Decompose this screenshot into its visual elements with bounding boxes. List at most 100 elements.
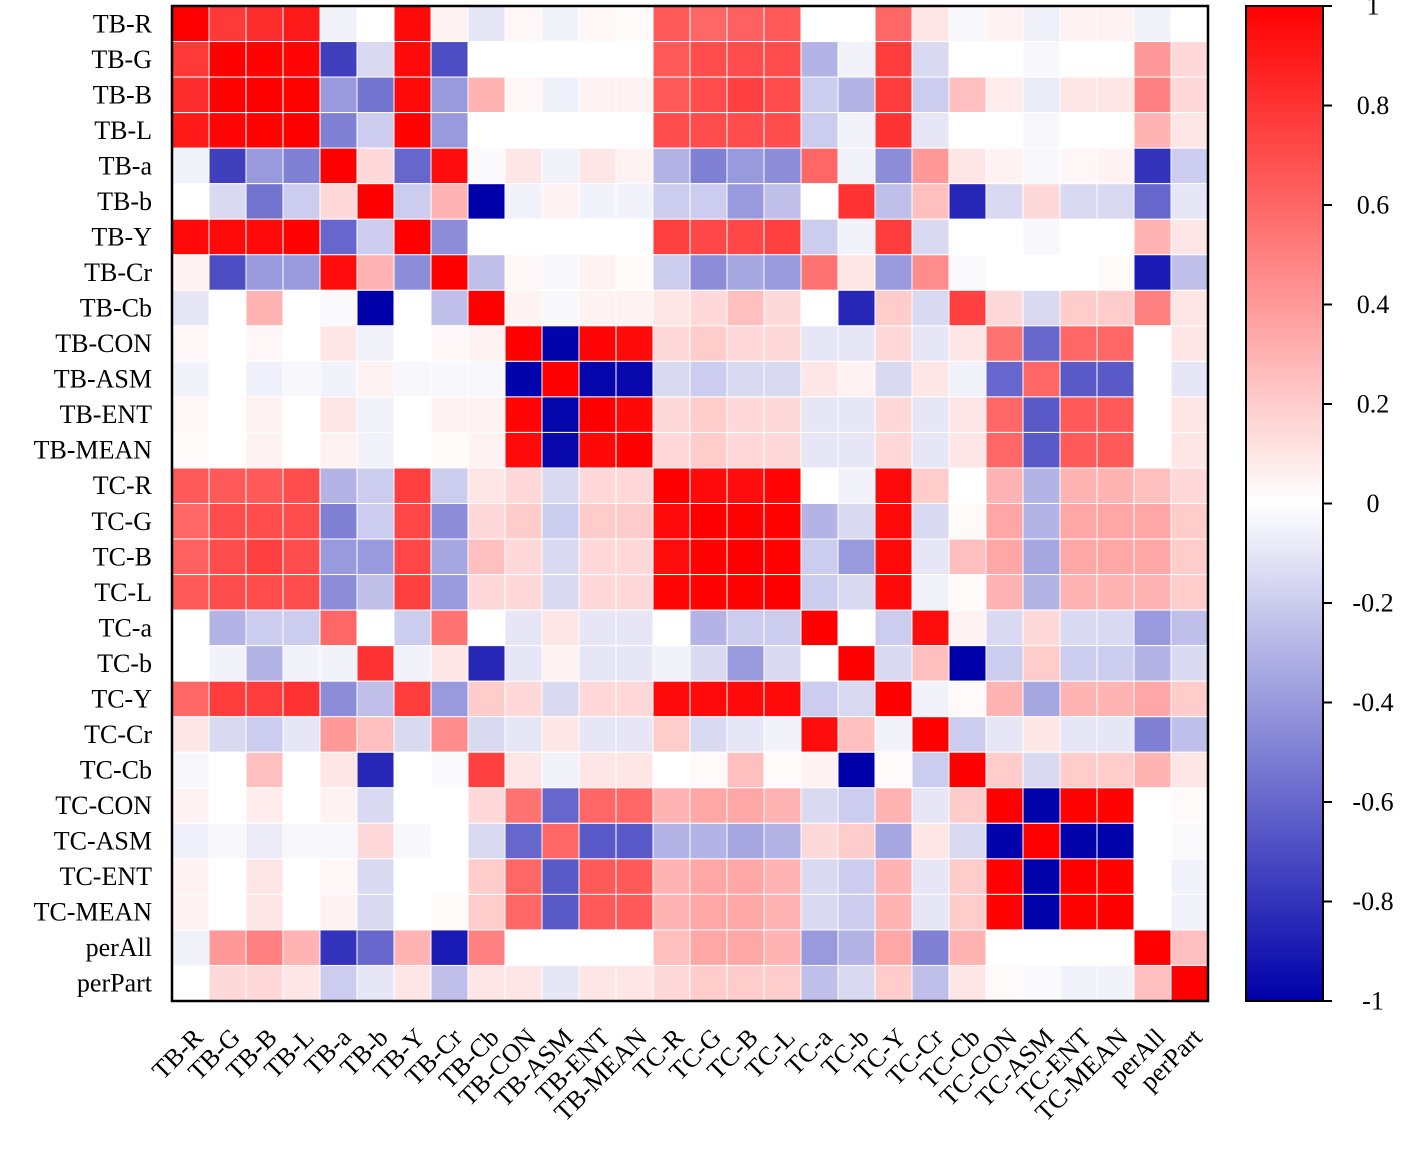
y-label-TC-B: TC-B bbox=[93, 542, 152, 571]
heatmap-cell-TC-R-TC-R bbox=[652, 467, 691, 504]
heatmap-cell-TC-Y-TC-B bbox=[726, 680, 765, 718]
heatmap-cell-TC-L-TB-Cb bbox=[467, 574, 506, 611]
heatmap-cell-TB-B-TC-b bbox=[837, 76, 876, 114]
heatmap-cell-TC-L-TC-G bbox=[689, 574, 728, 611]
heatmap-cell-TC-R-TB-R bbox=[171, 467, 210, 504]
heatmap-cell-TC-Y-TC-CON bbox=[985, 680, 1024, 718]
heatmap-cell-TC-R-perPart bbox=[1170, 467, 1209, 504]
heatmap-cell-TC-MEAN-TB-L bbox=[282, 893, 321, 931]
heatmap-cell-TB-L-perAll bbox=[1133, 112, 1172, 149]
heatmap-cell-TC-R-TC-L bbox=[763, 467, 802, 504]
heatmap-cell-TC-Y-TB-R bbox=[171, 680, 210, 718]
heatmap-cell-TC-B-TC-ASM bbox=[1022, 538, 1061, 576]
heatmap-cell-TB-Cb-TB-G bbox=[208, 289, 247, 327]
heatmap-cell-perAll-TC-B bbox=[726, 929, 765, 966]
heatmap-cell-TC-Cr-TC-ENT bbox=[1059, 716, 1098, 753]
heatmap-cell-TC-B-perAll bbox=[1133, 538, 1172, 576]
heatmap-cell-TB-B-TB-R bbox=[171, 76, 210, 114]
heatmap-cell-TB-G-TC-MEAN bbox=[1096, 41, 1135, 78]
heatmap-cell-TB-b-TB-b bbox=[356, 183, 395, 220]
colorbar-tick-label: 1 bbox=[1367, 0, 1380, 21]
heatmap-cell-TC-Y-TC-ASM bbox=[1022, 680, 1061, 718]
heatmap-cell-TB-B-TC-R bbox=[652, 76, 691, 114]
heatmap-cell-TB-CON-TC-ENT bbox=[1059, 325, 1098, 362]
heatmap-cell-TB-B-TB-Cb bbox=[467, 76, 506, 114]
heatmap-cell-TC-R-TB-ASM bbox=[541, 467, 580, 504]
heatmap-cell-TB-G-TB-CON bbox=[504, 41, 543, 78]
heatmap-cell-TC-Y-TB-ASM bbox=[541, 680, 580, 718]
heatmap-cell-TC-Cr-TB-ASM bbox=[541, 716, 580, 753]
heatmap-cell-TB-Y-TB-ASM bbox=[541, 218, 580, 256]
colorbar-tick-label: -1 bbox=[1362, 987, 1384, 1016]
heatmap-cell-perAll-TC-G bbox=[689, 929, 728, 966]
heatmap-cell-TC-MEAN-TC-R bbox=[652, 893, 691, 931]
heatmap-cell-TC-Cb-TB-Cr bbox=[430, 751, 469, 789]
y-label-TB-B: TB-B bbox=[93, 80, 152, 109]
heatmap-cell-TB-ASM-TB-MEAN bbox=[615, 360, 654, 398]
heatmap-cell-TB-R-TB-CON bbox=[504, 5, 543, 43]
heatmap-cell-TC-CON-TB-Cr bbox=[430, 787, 469, 824]
heatmap-cell-TC-B-TB-a bbox=[319, 538, 358, 576]
heatmap-cell-TC-Cb-TC-b bbox=[837, 751, 876, 789]
heatmap-cell-TB-G-TC-a bbox=[800, 41, 839, 78]
heatmap-cell-TB-MEAN-TB-CON bbox=[504, 431, 543, 469]
y-label-TC-R: TC-R bbox=[93, 471, 153, 500]
heatmap-cell-TB-a-TC-Cr bbox=[911, 147, 950, 185]
heatmap-cell-TB-ENT-TC-Y bbox=[874, 396, 913, 433]
heatmap-cell-TB-Cr-TB-Y bbox=[393, 254, 432, 291]
heatmap-cell-TB-b-TC-MEAN bbox=[1096, 183, 1135, 220]
heatmap-cell-TB-CON-TC-Cb bbox=[948, 325, 987, 362]
heatmap-cell-TC-Y-TC-a bbox=[800, 680, 839, 718]
heatmap-cell-TB-MEAN-TB-ASM bbox=[541, 431, 580, 469]
heatmap-cell-TB-a-TC-G bbox=[689, 147, 728, 185]
heatmap-cell-TC-Cr-TC-ASM bbox=[1022, 716, 1061, 753]
heatmap-cell-TC-a-TB-ENT bbox=[578, 609, 617, 647]
heatmap-cell-TB-B-TB-ENT bbox=[578, 76, 617, 114]
heatmap-cell-TC-Cb-TC-L bbox=[763, 751, 802, 789]
heatmap-cell-TB-Cb-TB-Cr bbox=[430, 289, 469, 327]
heatmap-cell-TC-b-TC-ENT bbox=[1059, 645, 1098, 682]
heatmap-cell-TC-B-TB-b bbox=[356, 538, 395, 576]
heatmap-cell-TB-Cb-TB-ENT bbox=[578, 289, 617, 327]
heatmap-cell-TB-b-TB-ASM bbox=[541, 183, 580, 220]
heatmap-cell-perAll-TC-a bbox=[800, 929, 839, 966]
heatmap-cell-TB-Cb-TB-b bbox=[356, 289, 395, 327]
heatmap-cell-TB-Cb-perPart bbox=[1170, 289, 1209, 327]
heatmap-cell-TC-ENT-TC-a bbox=[800, 858, 839, 895]
heatmap-cell-TB-ENT-TB-ASM bbox=[541, 396, 580, 433]
heatmap-cell-perPart-TC-CON bbox=[985, 964, 1024, 1002]
heatmap-cell-TB-MEAN-TC-MEAN bbox=[1096, 431, 1135, 469]
colorbar-tick-label: 0.2 bbox=[1357, 390, 1390, 419]
heatmap-cell-TB-Y-TC-ASM bbox=[1022, 218, 1061, 256]
heatmap-cell-TC-ASM-TC-R bbox=[652, 822, 691, 860]
heatmap-cell-TB-R-TB-G bbox=[208, 5, 247, 43]
heatmap-cell-TC-R-TB-a bbox=[319, 467, 358, 504]
heatmap-cell-TC-Cr-TB-Y bbox=[393, 716, 432, 753]
heatmap-cell-TB-R-perPart bbox=[1170, 5, 1209, 43]
heatmap-cell-TC-MEAN-perPart bbox=[1170, 893, 1209, 931]
heatmap-cell-TB-Cr-TB-G bbox=[208, 254, 247, 291]
heatmap-cell-TB-G-TB-L bbox=[282, 41, 321, 78]
heatmap-cell-TC-ENT-TB-MEAN bbox=[615, 858, 654, 895]
heatmap-cell-TC-R-TC-B bbox=[726, 467, 765, 504]
heatmap-cell-TB-G-TC-Cb bbox=[948, 41, 987, 78]
heatmap-cell-TC-a-TB-a bbox=[319, 609, 358, 647]
heatmap-cell-TC-Cr-TB-ENT bbox=[578, 716, 617, 753]
heatmap-cell-TC-B-TB-L bbox=[282, 538, 321, 576]
heatmap-cell-TC-B-TB-ENT bbox=[578, 538, 617, 576]
heatmap-cell-TC-CON-TB-B bbox=[245, 787, 284, 824]
heatmap-cell-TC-Cb-TC-ASM bbox=[1022, 751, 1061, 789]
heatmap-cells bbox=[171, 5, 1209, 1002]
heatmap-cell-TC-MEAN-TC-G bbox=[689, 893, 728, 931]
heatmap-cell-TC-Cb-TC-B bbox=[726, 751, 765, 789]
heatmap-cell-TC-CON-TC-ASM bbox=[1022, 787, 1061, 824]
heatmap-cell-TC-ENT-TC-Y bbox=[874, 858, 913, 895]
heatmap-cell-TB-G-TB-R bbox=[171, 41, 210, 78]
heatmap-cell-TB-Cb-TC-Y bbox=[874, 289, 913, 327]
heatmap-cell-perAll-TB-Cb bbox=[467, 929, 506, 966]
heatmap-cell-TB-CON-TB-Cr bbox=[430, 325, 469, 362]
heatmap-cell-TB-MEAN-TB-Cr bbox=[430, 431, 469, 469]
heatmap-cell-TB-Y-TB-ENT bbox=[578, 218, 617, 256]
heatmap-cell-TB-G-TC-CON bbox=[985, 41, 1024, 78]
heatmap-cell-TC-CON-TB-ENT bbox=[578, 787, 617, 824]
